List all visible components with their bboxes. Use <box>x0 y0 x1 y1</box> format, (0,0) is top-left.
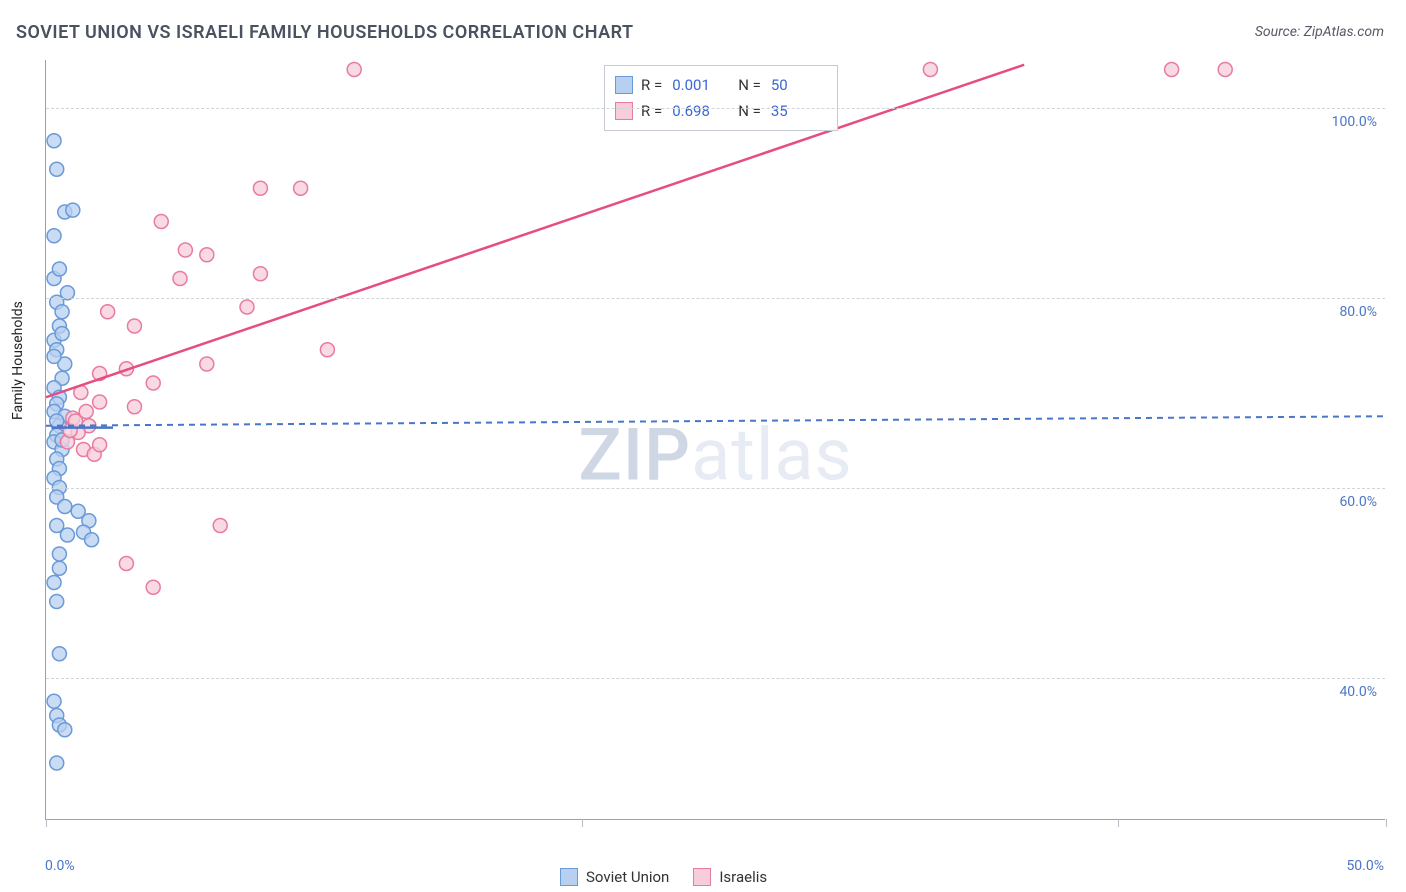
r-value-soviet: 0.001 <box>672 76 718 94</box>
r-label: R = <box>641 76 662 94</box>
data-point <box>127 319 141 333</box>
chart-title: SOVIET UNION VS ISRAELI FAMILY HOUSEHOLD… <box>16 22 634 43</box>
n-label: N = <box>738 76 761 94</box>
data-point <box>923 63 937 77</box>
x-tick <box>1118 819 1119 827</box>
data-point <box>119 557 133 571</box>
n-value-israeli: 35 <box>771 102 817 120</box>
data-point <box>52 547 66 561</box>
data-point <box>52 647 66 661</box>
data-point <box>146 376 160 390</box>
chart-svg <box>46 60 1385 819</box>
data-point <box>60 528 74 542</box>
x-tick-label-max: 50.0% <box>1346 858 1384 874</box>
correlation-legend: R = 0.001 N = 50 R = 0.698 N = 35 <box>604 65 838 131</box>
data-point <box>347 63 361 77</box>
swatch-soviet <box>615 76 633 94</box>
legend-item-soviet: Soviet Union <box>560 868 669 886</box>
data-point <box>127 400 141 414</box>
source-label: Source: ZipAtlas.com <box>1255 24 1384 40</box>
series-legend: Soviet Union Israelis <box>560 868 767 886</box>
data-point <box>253 267 267 281</box>
n-label: N = <box>738 102 761 120</box>
data-point <box>200 248 214 262</box>
data-point <box>47 229 61 243</box>
data-point <box>178 243 192 257</box>
data-point <box>200 357 214 371</box>
swatch-soviet <box>560 868 578 886</box>
x-tick <box>1386 819 1387 827</box>
x-tick <box>582 819 583 827</box>
data-point <box>55 327 69 341</box>
data-point <box>101 305 115 319</box>
data-point <box>93 395 107 409</box>
data-point <box>253 181 267 195</box>
data-point <box>52 561 66 575</box>
data-point <box>173 272 187 286</box>
data-point <box>47 134 61 148</box>
data-point <box>1218 63 1232 77</box>
data-point <box>58 723 72 737</box>
data-point <box>79 405 93 419</box>
swatch-israeli <box>615 102 633 120</box>
r-value-israeli: 0.698 <box>672 102 718 120</box>
y-tick-label: 100.0% <box>1332 114 1377 130</box>
data-point <box>240 300 254 314</box>
data-point <box>213 519 227 533</box>
legend-item-israeli: Israelis <box>693 868 767 886</box>
x-tick <box>46 819 47 827</box>
data-point <box>50 162 64 176</box>
legend-row-israeli: R = 0.698 N = 35 <box>615 98 823 124</box>
data-point <box>47 349 61 363</box>
y-tick-label: 60.0% <box>1339 494 1377 510</box>
data-point <box>93 438 107 452</box>
legend-label-israeli: Israelis <box>719 868 767 886</box>
legend-row-soviet: R = 0.001 N = 50 <box>615 72 823 98</box>
data-point <box>66 203 80 217</box>
gridline-h <box>46 678 1385 679</box>
data-point <box>50 595 64 609</box>
plot-area: ZIPatlas R = 0.001 N = 50 R = 0.698 N = … <box>45 60 1385 820</box>
swatch-israeli <box>693 868 711 886</box>
data-point <box>55 305 69 319</box>
data-point <box>85 533 99 547</box>
y-tick-label: 80.0% <box>1339 304 1377 320</box>
data-point <box>154 215 168 229</box>
data-point <box>294 181 308 195</box>
data-point <box>52 262 66 276</box>
data-point <box>47 576 61 590</box>
gridline-h <box>46 488 1385 489</box>
gridline-h <box>46 108 1385 109</box>
data-point <box>50 756 64 770</box>
data-point <box>320 343 334 357</box>
data-point <box>58 500 72 514</box>
n-value-soviet: 50 <box>771 76 817 94</box>
data-point <box>47 694 61 708</box>
regression-line <box>46 416 1386 426</box>
y-tick-label: 40.0% <box>1339 684 1377 700</box>
data-point <box>1165 63 1179 77</box>
data-point <box>146 580 160 594</box>
x-tick-label-min: 0.0% <box>45 858 75 874</box>
y-axis-label: Family Households <box>10 301 26 420</box>
regression-line <box>46 65 1024 398</box>
legend-label-soviet: Soviet Union <box>586 868 669 886</box>
gridline-h <box>46 298 1385 299</box>
r-label: R = <box>641 102 662 120</box>
